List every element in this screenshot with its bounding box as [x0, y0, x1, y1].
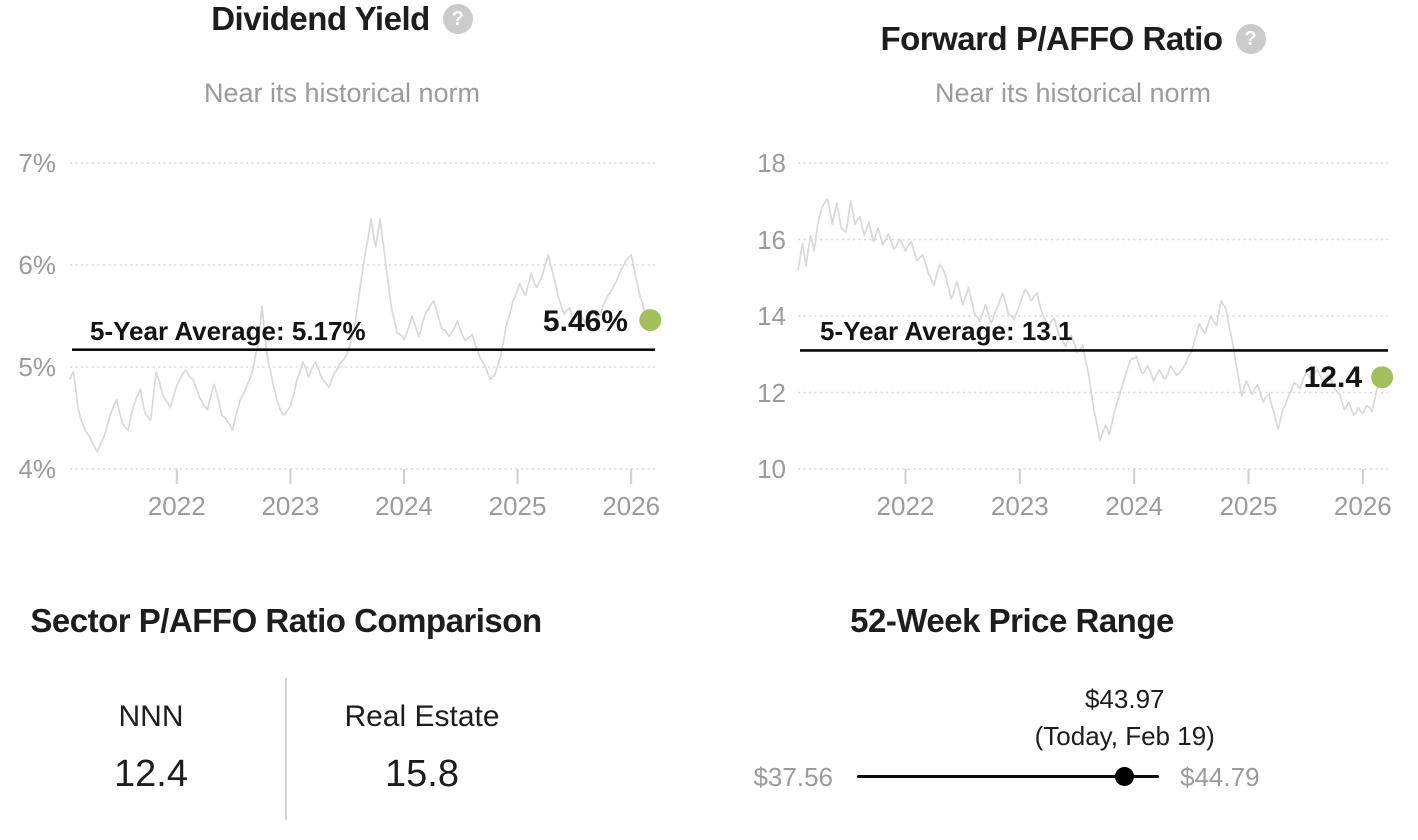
- x-tick-label: 2025: [488, 491, 547, 521]
- sector-column-label: Real Estate: [344, 700, 500, 733]
- sector-column-value: 12.4: [114, 753, 188, 795]
- sector-column-value: 15.8: [385, 753, 459, 795]
- range-current-note: (Today, Feb 19): [1034, 721, 1215, 751]
- sector-column-nnn: NNN 12.4: [51, 697, 251, 797]
- y-tick-label: 14: [757, 301, 786, 331]
- range-low-label: $37.56: [753, 762, 833, 792]
- chart-title: Forward P/AFFO Ratio: [880, 20, 1223, 57]
- current-value-label: 5.46%: [542, 305, 628, 338]
- y-tick-label: 5%: [18, 352, 56, 382]
- x-tick-label: 2025: [1219, 491, 1278, 521]
- x-tick-label: 2024: [375, 491, 433, 521]
- sector-column-label: NNN: [118, 700, 184, 733]
- sector-comparison-title: Sector P/AFFO Ratio Comparison: [30, 602, 542, 639]
- range-current-price: $43.97: [1084, 684, 1165, 714]
- question-mark-glyph: ?: [1244, 28, 1257, 50]
- chart-subtitle: Near its historical norm: [203, 78, 481, 108]
- range-track-line: [857, 775, 1159, 778]
- sector-column-real-estate: Real Estate 15.8: [322, 697, 522, 797]
- y-tick-label: 12: [757, 377, 786, 408]
- x-tick-label: 2022: [147, 491, 206, 521]
- y-tick-label: 6%: [18, 250, 56, 280]
- range-current-dot: [1115, 767, 1135, 786]
- x-tick-label: 2023: [990, 491, 1049, 521]
- column-divider: [285, 678, 287, 820]
- x-tick-label: 2024: [1105, 491, 1164, 521]
- question-mark-icon[interactable]: ?: [1235, 24, 1266, 54]
- dividend-yield-header: Dividend Yield ?: [0, 0, 684, 38]
- average-line-label: 5-Year Average: 5.17%: [90, 316, 366, 346]
- x-tick-label: 2023: [261, 491, 320, 521]
- question-mark-icon[interactable]: ?: [442, 4, 473, 34]
- current-value-label: 12.4: [1303, 361, 1362, 394]
- question-mark-glyph: ?: [451, 8, 464, 30]
- x-tick-label: 2026: [602, 491, 661, 521]
- chart-subtitle: Near its historical norm: [934, 78, 1212, 108]
- y-tick-label: 16: [757, 224, 786, 255]
- range-high-label: $44.79: [1180, 762, 1260, 792]
- x-tick-label: 2026: [1333, 491, 1392, 521]
- range-current-labels: $43.97 (Today, Feb 19): [1035, 681, 1215, 755]
- price-range-title: 52-Week Price Range: [850, 602, 1174, 639]
- current-value-dot: [1371, 366, 1394, 389]
- average-line-label: 5-Year Average: 13.1: [820, 316, 1073, 346]
- y-tick-label: 18: [757, 148, 786, 178]
- forward-paffo-header: Forward P/AFFO Ratio ?: [728, 20, 1418, 58]
- chart-title: Dividend Yield: [211, 0, 430, 37]
- y-tick-label: 10: [757, 454, 786, 484]
- y-tick-label: 4%: [18, 454, 56, 484]
- x-tick-label: 2022: [876, 491, 935, 521]
- y-tick-label: 7%: [18, 148, 56, 178]
